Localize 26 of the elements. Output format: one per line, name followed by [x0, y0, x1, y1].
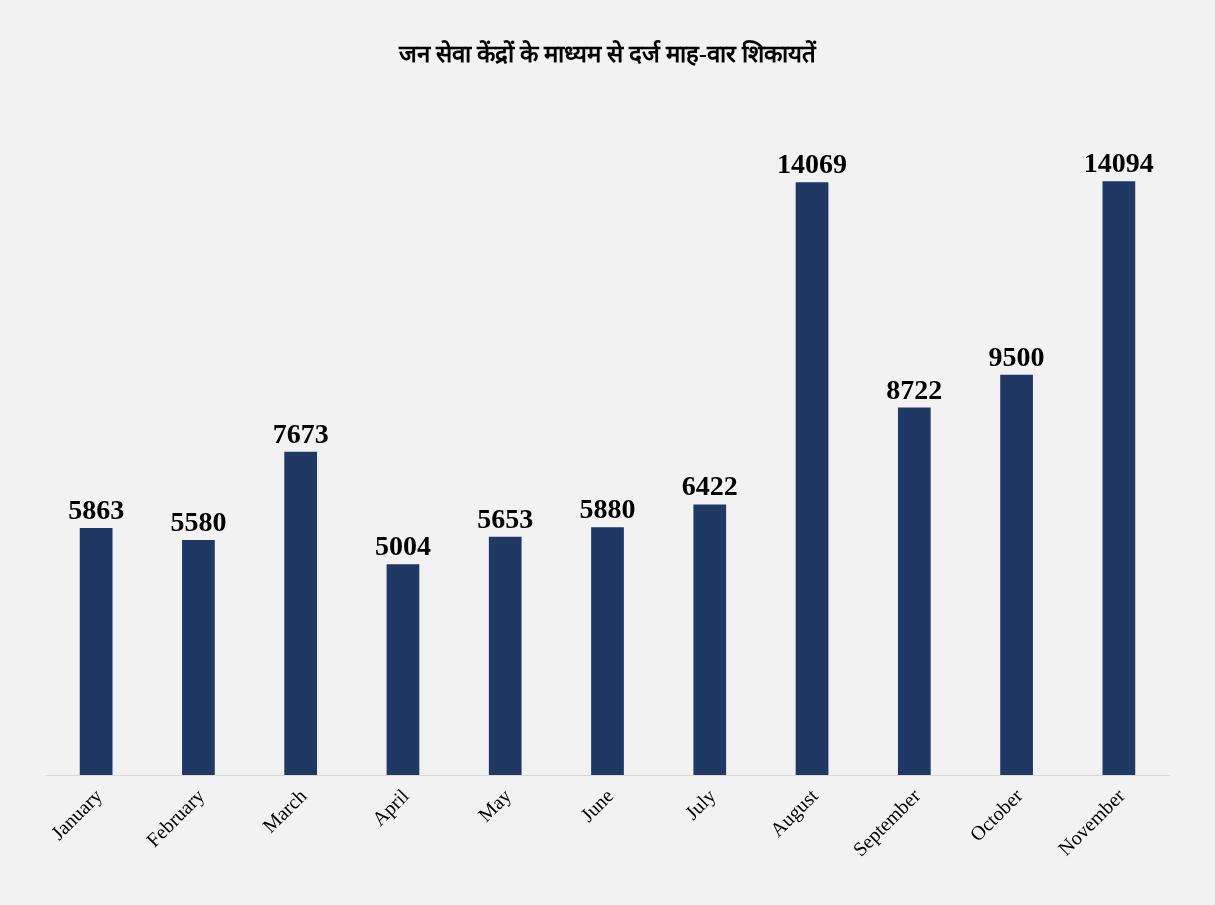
bar — [897, 407, 931, 775]
data-label: 14069 — [777, 148, 848, 180]
data-label: 7673 — [272, 417, 329, 449]
bar — [1000, 374, 1033, 775]
data-label: 5580 — [170, 505, 227, 537]
x-tick-label: May — [473, 784, 516, 827]
bar — [795, 182, 829, 775]
x-tick-label: June — [575, 784, 618, 826]
data-label: 5863 — [68, 494, 125, 525]
data-label: 14094 — [1083, 147, 1154, 179]
data-label: 5004 — [374, 530, 431, 562]
data-label: 8722 — [886, 373, 943, 405]
bar — [79, 528, 113, 775]
data-label: 9500 — [988, 340, 1045, 372]
bar — [488, 536, 522, 775]
bar — [591, 527, 624, 775]
data-label: 5880 — [579, 493, 636, 525]
bar — [182, 539, 215, 775]
bar — [693, 504, 727, 775]
data-label: 6422 — [681, 470, 738, 502]
chart-title: जन सेवा केंद्रों के माध्यम से दर्ज माह-वार शिकायतें — [398, 40, 817, 68]
bar — [386, 564, 420, 775]
bar — [284, 451, 318, 775]
x-tick-label: July — [680, 784, 721, 825]
data-label: 5653 — [477, 502, 534, 534]
bar — [1102, 181, 1136, 775]
